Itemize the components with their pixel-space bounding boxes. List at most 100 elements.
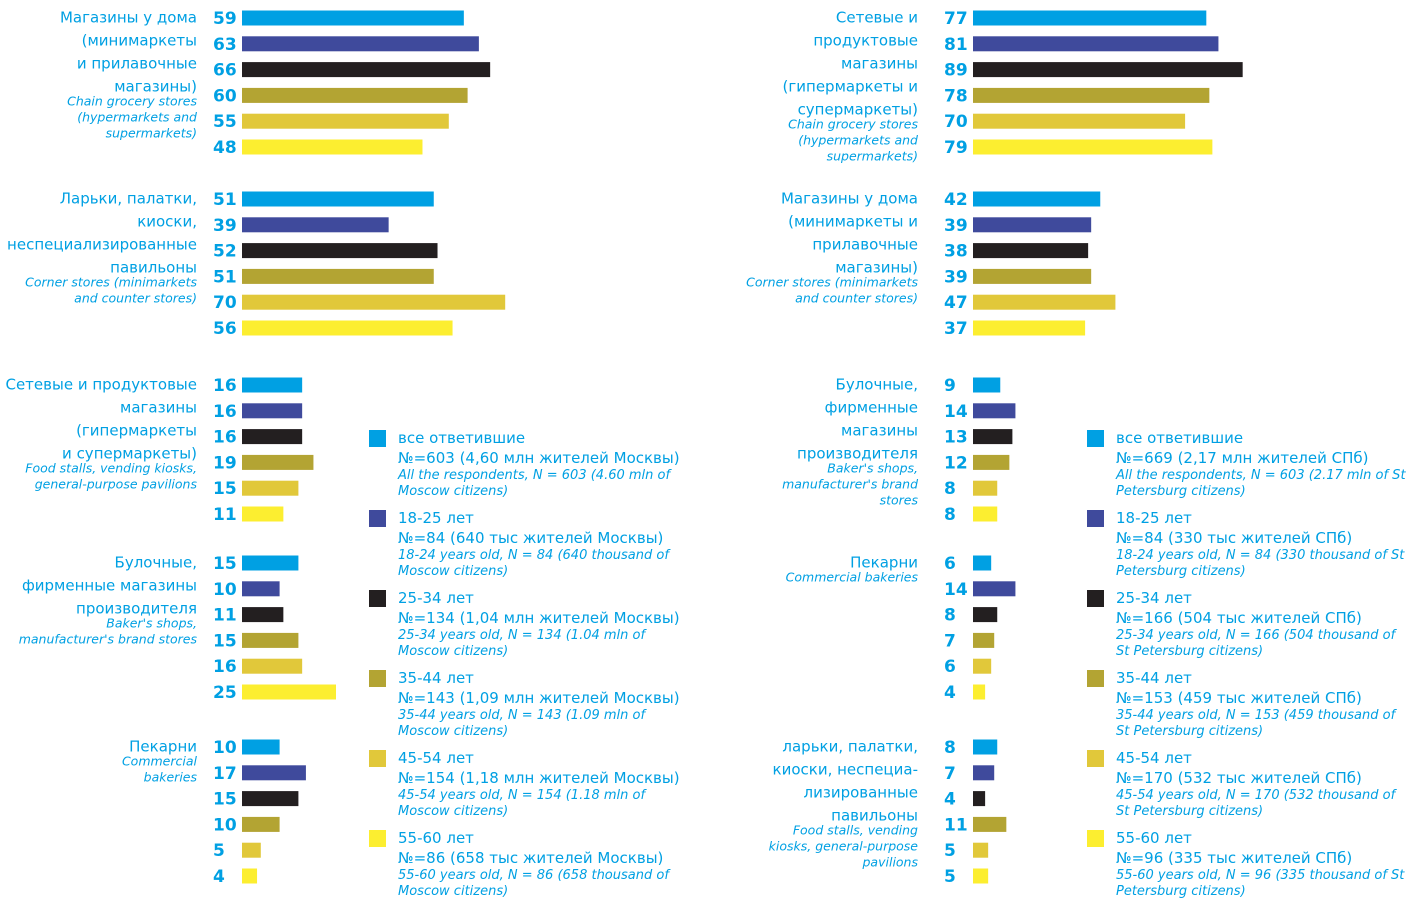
value-label: 51 xyxy=(213,190,237,210)
bar xyxy=(973,658,992,674)
bar xyxy=(973,765,995,781)
category-label: Сетевые и продуктовые xyxy=(5,376,197,394)
category-label: фирменные магазины xyxy=(22,577,197,595)
bar xyxy=(242,506,284,522)
category-label: неспециализированные xyxy=(7,236,197,254)
category-label-en: and counter stores) xyxy=(74,291,197,306)
bar xyxy=(242,10,464,26)
legend-note: №=84 (640 тыс жителей Москвы) xyxy=(398,529,664,547)
legend-entry: 35-44 лет №=143 (1,09 млн жителей Москвы)… xyxy=(398,668,688,740)
legend-swatch xyxy=(1087,590,1104,607)
legend-name: все ответившие xyxy=(398,429,526,447)
value-label: 63 xyxy=(213,35,237,55)
value-label: 16 xyxy=(213,376,237,396)
value-label: 48 xyxy=(213,138,237,158)
bar xyxy=(242,62,491,78)
legend-swatch xyxy=(1087,670,1104,687)
category-label: Ларьки, палатки, xyxy=(60,190,197,208)
value-label: 7 xyxy=(944,631,956,651)
category-label-en: supermarkets) xyxy=(827,149,918,164)
bar xyxy=(973,506,998,522)
legend-note: №=166 (504 тыс жителей СПб) xyxy=(1116,609,1362,627)
bar xyxy=(242,403,303,419)
value-label: 47 xyxy=(944,293,968,313)
value-label: 70 xyxy=(944,112,968,132)
legend-swatch xyxy=(1087,750,1104,767)
value-label: 37 xyxy=(944,319,968,339)
value-label: 4 xyxy=(944,683,956,703)
bar xyxy=(973,36,1219,52)
value-label: 42 xyxy=(944,190,968,210)
category-label: Магазины у дома xyxy=(781,190,918,208)
category-label-en: Baker's shops, xyxy=(106,616,197,631)
value-label: 66 xyxy=(213,61,237,81)
category-label: лизированные xyxy=(804,784,918,802)
legend-note: №=143 (1,09 млн жителей Москвы) xyxy=(398,689,680,707)
legend-name: все ответившие xyxy=(1116,429,1244,447)
legend-swatch xyxy=(1087,830,1104,847)
category-label-en: Chain grocery stores xyxy=(67,94,197,109)
legend-en: 55-60 years old, N = 86 (658 thousand of… xyxy=(398,868,669,899)
category-label-en: Commercial xyxy=(122,754,198,769)
bar xyxy=(242,684,336,700)
category-label: и прилавочные xyxy=(77,55,197,73)
legend-entry: все ответившие №=603 (4,60 млн жителей Мо… xyxy=(398,428,688,500)
bar xyxy=(242,581,280,597)
legend-entry: 55-60 лет №=86 (658 тыс жителей Москвы) 55… xyxy=(398,828,688,900)
bar xyxy=(973,739,998,755)
value-label: 8 xyxy=(944,738,956,758)
bar xyxy=(973,139,1213,155)
category-label: (гипермаркеты xyxy=(76,422,197,440)
legend-note: №=134 (1,04 млн жителей Москвы) xyxy=(398,609,680,627)
legend-name: 55-60 лет xyxy=(1116,829,1192,847)
category-label: производителя xyxy=(76,600,197,618)
legend-swatch xyxy=(369,670,386,687)
legend-name: 35-44 лет xyxy=(1116,669,1192,687)
bar xyxy=(973,607,998,623)
bar xyxy=(973,480,998,496)
value-label: 4 xyxy=(213,867,225,887)
bar xyxy=(242,739,280,755)
category-label-en: Corner stores (minimarkets xyxy=(25,275,197,290)
legend-en: 35-44 years old, N = 153 (459 thousand o… xyxy=(1116,708,1396,739)
value-label: 60 xyxy=(213,86,237,106)
bar xyxy=(973,377,1001,393)
category-label: магазины) xyxy=(835,259,918,277)
value-label: 89 xyxy=(944,61,968,81)
value-label: 16 xyxy=(213,657,237,677)
bar xyxy=(242,791,299,807)
legend-entry: 35-44 лет №=153 (459 тыс жителей СПб) 35-4… xyxy=(1116,668,1406,740)
value-label: 78 xyxy=(944,86,968,106)
category-label: Сетевые и xyxy=(836,9,918,27)
bar xyxy=(973,429,1013,445)
bar xyxy=(973,632,995,648)
category-label: супермаркеты) xyxy=(798,101,918,119)
value-label: 14 xyxy=(944,402,968,422)
legend-note: №=669 (2,17 млн жителей СПб) xyxy=(1116,449,1369,467)
category-label: киоски, xyxy=(137,213,197,231)
category-label-en: (hypermarkets and xyxy=(77,110,197,125)
legend-en: 35-44 years old, N = 143 (1.09 mln of Mo… xyxy=(398,708,646,739)
legend-name: 55-60 лет xyxy=(398,829,474,847)
bar xyxy=(973,868,989,884)
legend-en: 25-34 years old, N = 134 (1.04 mln of Mo… xyxy=(398,628,646,659)
legend-entry: 18-25 лет №=84 (640 тыс жителей Москвы) 18… xyxy=(398,508,688,580)
legend-note: №=96 (335 тыс жителей СПб) xyxy=(1116,849,1353,867)
legend-entry: 45-54 лет №=154 (1,18 млн жителей Москвы)… xyxy=(398,748,688,820)
bar xyxy=(973,113,1186,129)
value-label: 15 xyxy=(213,554,237,574)
legend-swatch xyxy=(369,750,386,767)
category-label: (гипермаркеты и xyxy=(783,78,918,96)
value-label: 13 xyxy=(944,428,968,448)
value-label: 56 xyxy=(213,319,237,339)
legend-note: №=153 (459 тыс жителей СПб) xyxy=(1116,689,1362,707)
bar xyxy=(973,268,1092,284)
legend-en: 45-54 years old, N = 170 (532 thousand o… xyxy=(1116,788,1396,819)
bar xyxy=(242,555,299,571)
value-label: 15 xyxy=(213,631,237,651)
category-label: производителя xyxy=(797,445,918,463)
value-label: 11 xyxy=(944,815,968,835)
category-label: (минимаркеты xyxy=(82,32,197,50)
legend-en: 25-34 years old, N = 166 (504 thousand o… xyxy=(1116,628,1396,659)
category-label-en: Food stalls, vending xyxy=(793,823,918,838)
